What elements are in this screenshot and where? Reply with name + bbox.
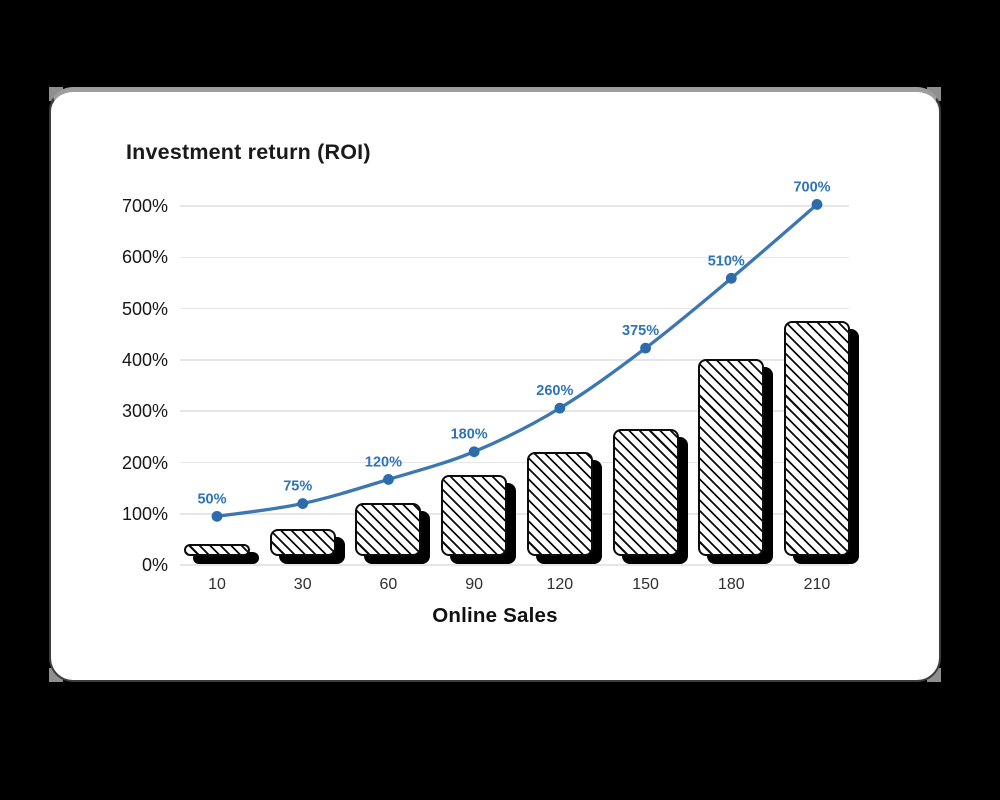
gridline	[180, 564, 849, 566]
data-point-marker	[640, 342, 651, 354]
x-axis-tick-label: 90	[465, 576, 484, 593]
data-point-marker	[383, 474, 394, 485]
chart-title: Investment return (ROI)	[126, 140, 371, 164]
y-axis-tick-label: 300%	[121, 401, 168, 422]
bar	[184, 543, 250, 556]
data-point-label: 700%	[793, 179, 830, 195]
x-axis-tick-label: 30	[293, 576, 312, 593]
data-point-marker	[725, 272, 737, 284]
data-point-marker	[468, 446, 480, 458]
y-axis-tick-label: 700%	[121, 196, 168, 216]
y-axis-tick-label: 200%	[121, 452, 168, 473]
data-point-marker	[297, 498, 309, 509]
x-axis-title: Online Sales	[432, 604, 558, 627]
bar	[612, 428, 679, 556]
chart-card: Investment return (ROI) 700% 600% 500% 400%…	[49, 87, 941, 682]
bar	[441, 474, 508, 556]
y-axis-tick-label: 600%	[121, 247, 168, 268]
bar	[784, 320, 850, 556]
x-axis-tick-label: 150	[632, 576, 659, 593]
x-axis-tick-label: 120	[546, 576, 574, 593]
y-axis-tick-label: 100%	[121, 503, 168, 524]
bar	[355, 502, 422, 556]
gridline	[180, 205, 849, 207]
gridline	[180, 307, 849, 310]
gridline	[180, 256, 849, 259]
y-axis-tick-label: 500%	[121, 298, 168, 319]
data-point-label: 180%	[451, 427, 488, 443]
data-point-label: 375%	[622, 323, 659, 339]
data-point-label: 75%	[283, 479, 312, 495]
data-point-label: 260%	[536, 383, 573, 399]
x-axis-tick-label: 210	[803, 576, 831, 593]
x-axis-tick-label: 60	[379, 576, 398, 593]
bar	[269, 528, 336, 556]
data-point-label: 50%	[197, 491, 226, 507]
y-axis-tick-label: 400%	[121, 349, 168, 370]
bar	[698, 359, 765, 556]
bar	[526, 451, 593, 556]
chart-card-inner: Investment return (ROI) 700% 600% 500% 400%…	[51, 92, 939, 680]
x-axis-tick-label: 180	[717, 576, 745, 593]
data-point-marker	[554, 402, 566, 414]
y-axis-tick-label: 0%	[141, 555, 168, 576]
x-axis-tick-label: 10	[208, 576, 226, 593]
